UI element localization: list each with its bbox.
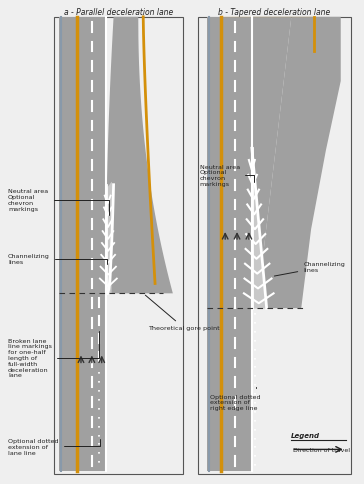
- Text: Neutral area
Optional
chevron
markings: Neutral area Optional chevron markings: [8, 189, 108, 215]
- Polygon shape: [59, 18, 106, 471]
- Text: Optional dotted
extension of
right edge line: Optional dotted extension of right edge …: [210, 387, 261, 410]
- Text: Channelizing
lines: Channelizing lines: [274, 262, 345, 276]
- Text: Broken lane
line markings
for one-half
length of
full-width
deceleration
lane: Broken lane line markings for one-half l…: [8, 331, 99, 378]
- Polygon shape: [106, 182, 113, 294]
- Polygon shape: [207, 18, 252, 471]
- Bar: [54, 18, 183, 474]
- Text: Channelizing
lines: Channelizing lines: [8, 254, 107, 265]
- Polygon shape: [106, 18, 173, 294]
- Text: Legend: Legend: [291, 432, 320, 438]
- Text: Theoretical gore point: Theoretical gore point: [145, 296, 220, 331]
- Text: Direction of travel: Direction of travel: [293, 447, 350, 452]
- Polygon shape: [257, 18, 341, 308]
- Text: b - Tapered deceleration lane: b - Tapered deceleration lane: [218, 8, 331, 17]
- Text: Neutral area
Optional
chevron
markings: Neutral area Optional chevron markings: [199, 164, 254, 187]
- Text: Optional dotted
extension of
lane line: Optional dotted extension of lane line: [8, 438, 100, 455]
- Text: a - Parallel deceleration lane: a - Parallel deceleration lane: [64, 8, 173, 17]
- Bar: [198, 18, 351, 474]
- Polygon shape: [252, 18, 291, 308]
- Polygon shape: [252, 149, 267, 308]
